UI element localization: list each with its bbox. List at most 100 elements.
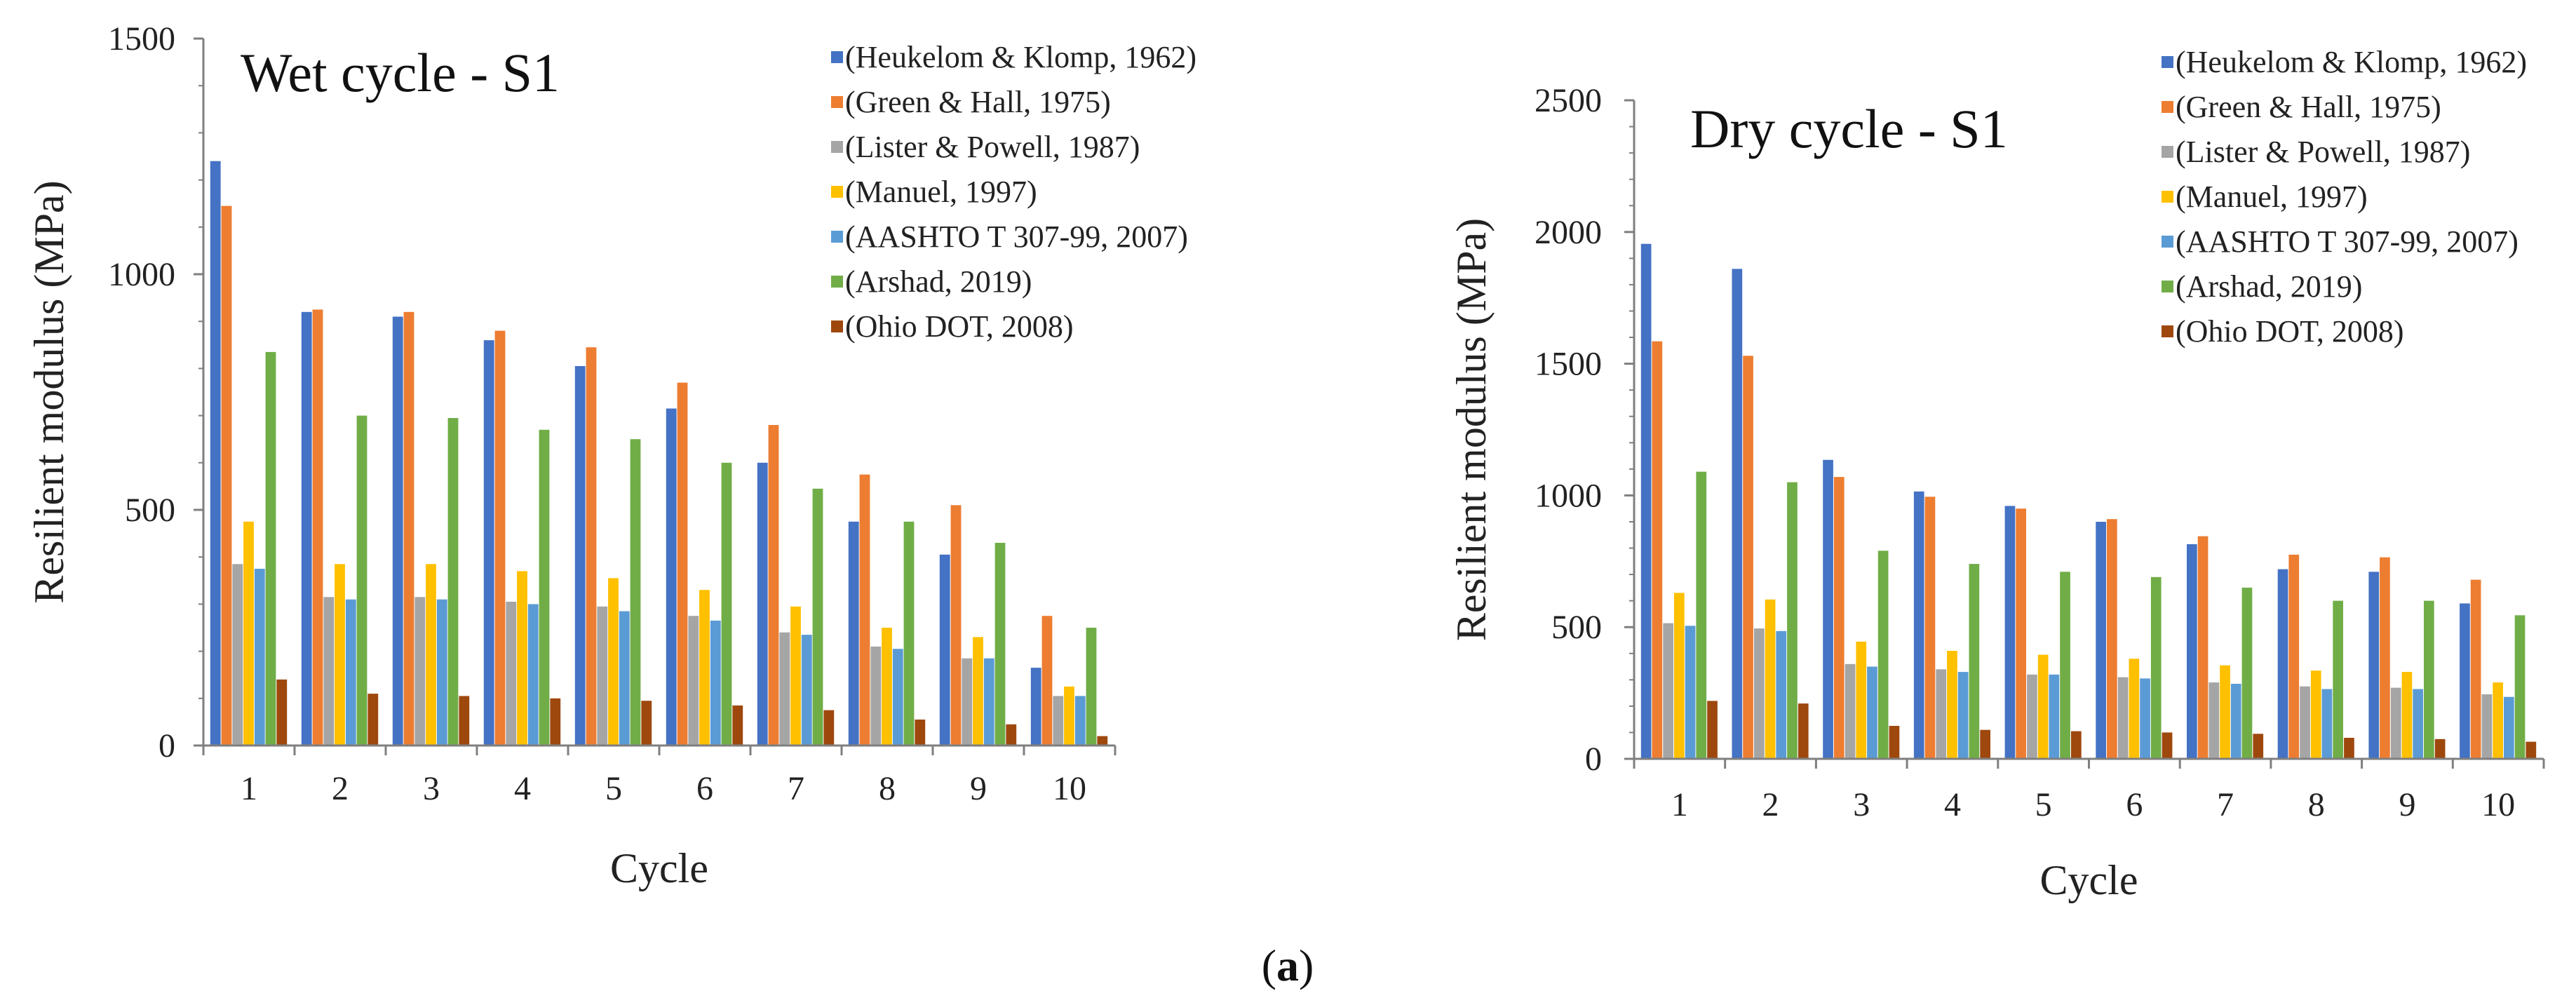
y-tick-label: 2000 <box>1535 214 1602 251</box>
legend-label: (AASHTO T 307-99, 2007) <box>845 220 1188 254</box>
bar <box>2380 557 2390 759</box>
legend-swatch <box>2162 236 2173 248</box>
bar <box>210 161 221 746</box>
legend-label: (AASHTO T 307-99, 2007) <box>2176 224 2518 259</box>
legend-label: (Manuel, 1997) <box>2176 180 2368 214</box>
bar <box>721 462 732 746</box>
y-axis-title: Resilient modulus (MPa) <box>1448 218 1495 641</box>
wet-cycle-chart: Wet cycle - S1 0 500 1000 1500 1 2 3 4 5 6 7 8 9 10 Cyc… <box>26 20 1196 891</box>
bar <box>2288 554 2300 759</box>
y-tick-label: 1000 <box>1535 477 1602 514</box>
bar <box>848 521 859 746</box>
x-tick-label: 5 <box>605 770 622 807</box>
x-tick-label: 10 <box>2481 786 2515 823</box>
bar <box>1867 666 1877 759</box>
legend-label: (Heukelom & Klomp, 1962) <box>2176 45 2527 79</box>
y-tick-label: 500 <box>125 492 175 529</box>
bar <box>403 311 414 746</box>
bar <box>2129 659 2140 759</box>
bar <box>677 382 688 746</box>
bar <box>903 521 915 746</box>
bar <box>1663 623 1673 759</box>
bar <box>2140 678 2150 759</box>
bar <box>757 462 768 746</box>
x-axis-title: Cycle <box>610 845 708 891</box>
legend-label: (Ohio DOT, 2008) <box>845 309 1073 344</box>
bar <box>710 620 721 746</box>
bar <box>243 521 254 746</box>
bar <box>414 597 426 746</box>
bar <box>2060 572 2070 759</box>
bar <box>1754 628 1765 759</box>
x-tick-label: 4 <box>1944 786 1961 823</box>
bar <box>312 309 323 746</box>
bar <box>2117 677 2129 759</box>
bar <box>539 429 550 746</box>
y-tick-label: 500 <box>1551 609 1602 646</box>
legend-swatch <box>2162 281 2173 292</box>
bar <box>1074 696 1086 746</box>
legend-label: (Ohio DOT, 2008) <box>2176 314 2403 349</box>
bar <box>2401 672 2413 759</box>
bar <box>870 646 882 746</box>
bar <box>688 616 699 746</box>
legend-label: (Lister & Powell, 1987) <box>2176 135 2470 169</box>
bar <box>447 418 459 746</box>
bar <box>483 340 494 746</box>
legend-label: (Arshad, 2019) <box>2176 269 2362 304</box>
chart-title: Dry cycle - S1 <box>1690 98 2008 159</box>
legend-swatch <box>2162 191 2173 203</box>
legend-swatch <box>2162 56 2173 68</box>
bar <box>459 696 470 746</box>
bar <box>1041 616 1053 746</box>
x-tick-label: 6 <box>2126 786 2143 823</box>
bar <box>1947 651 1957 759</box>
y-tick-label: 1500 <box>1535 346 1602 383</box>
bar <box>859 474 870 746</box>
bar <box>2004 506 2016 759</box>
x-tick-label: 7 <box>788 770 804 807</box>
bar <box>2150 576 2162 759</box>
bar <box>1652 341 1663 759</box>
bar <box>1707 701 1718 759</box>
legend-swatch <box>2162 146 2173 158</box>
bar <box>2413 689 2423 759</box>
bar <box>221 205 232 746</box>
figure-caption: (a) <box>1262 940 1314 990</box>
bar <box>1845 663 1856 759</box>
bar <box>1924 497 1936 759</box>
bar <box>892 649 903 746</box>
bar <box>768 425 779 746</box>
bar <box>619 611 630 746</box>
y-tick-label: 1000 <box>108 256 175 293</box>
bar <box>2107 519 2117 759</box>
bar <box>2300 686 2310 759</box>
bar <box>1053 696 1064 746</box>
bar <box>666 408 677 746</box>
legend-swatch <box>831 96 843 108</box>
bar <box>1913 491 1924 759</box>
y-tick-label: 0 <box>159 727 175 764</box>
bar <box>2368 572 2380 759</box>
bar <box>2310 670 2321 759</box>
x-tick-label: 9 <box>2399 786 2415 823</box>
dry-cycle-chart: Dry cycle - S1 0 500 1000 1500 2000 2500 1 2 3 4 5 6… <box>1448 45 2545 903</box>
bar <box>1674 593 1685 759</box>
bar <box>2197 536 2209 759</box>
y-axis-title: Resilient modulus (MPa) <box>26 180 72 603</box>
x-tick-label: 2 <box>332 770 349 807</box>
y-tick-label: 2500 <box>1535 82 1602 119</box>
legend-label: (Heukelom & Klomp, 1962) <box>845 40 1196 74</box>
bar <box>586 347 597 746</box>
bar <box>1685 626 1696 759</box>
bar <box>1097 736 1108 746</box>
bar <box>323 597 335 746</box>
bar <box>1640 243 1652 759</box>
bar <box>2526 741 2537 759</box>
bar <box>2481 694 2493 759</box>
legend-swatch <box>831 321 843 332</box>
bar <box>823 710 835 746</box>
bar <box>1765 599 1776 759</box>
bar <box>1086 628 1097 746</box>
